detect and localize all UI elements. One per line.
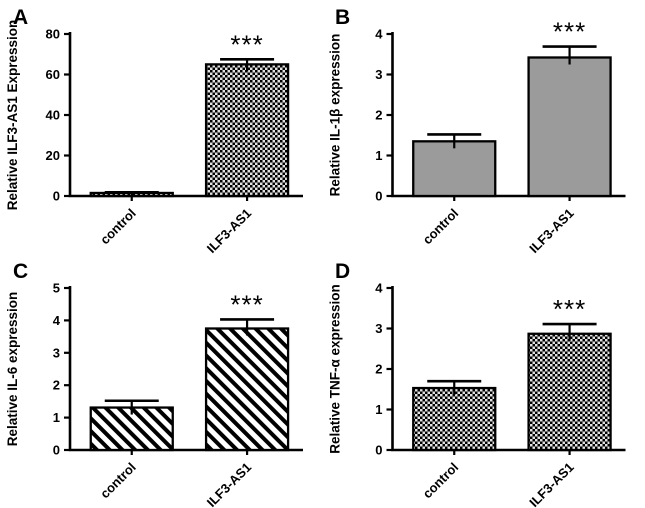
y-tick-label: 1 <box>375 148 382 163</box>
panel-d: D 0 1 2 3 4 Relative TNF-α expression control I… <box>322 254 645 508</box>
y-tick-label: 1 <box>375 402 382 417</box>
y-tick-label: 0 <box>53 443 60 458</box>
bar-chart-tnfa-expression: 0 1 2 3 4 Relative TNF-α expression control ILF… <box>328 281 626 508</box>
y-tick-label: 20 <box>46 148 60 163</box>
panel-d-letter: D <box>335 260 351 283</box>
bar-control <box>89 406 174 452</box>
panel-a: A 0 20 40 60 80 Relative ILF3-AS1 Expression c… <box>0 0 322 254</box>
y-tick-label: 2 <box>375 108 382 123</box>
y-axis-title: Relative IL-6 expression <box>5 292 20 447</box>
bar-control <box>412 386 497 452</box>
bar-ilf3-as1 <box>204 63 290 198</box>
y-tick-label: 40 <box>46 108 60 123</box>
y-tick-label: 5 <box>53 281 60 296</box>
y-tick-label: 80 <box>46 27 60 42</box>
y-tick-label: 0 <box>375 443 382 458</box>
bar-chart-il1b-expression: 0 1 2 3 4 Relative IL-1β expression control ILF… <box>328 17 626 254</box>
y-axis-title: Relative IL-1β expression <box>328 34 343 197</box>
x-category-label: control <box>97 206 139 248</box>
x-category-label: ILF3-AS1 <box>526 460 576 508</box>
x-category-label: control <box>97 460 139 502</box>
y-tick-label: 3 <box>53 345 60 360</box>
panel-a-letter: A <box>13 6 29 29</box>
significance-stars: *** <box>553 17 586 47</box>
bar-ilf3-as1 <box>204 327 290 452</box>
x-category-label: control <box>420 206 462 248</box>
y-tick-label: 1 <box>53 410 60 425</box>
y-tick-label: 3 <box>375 321 382 336</box>
y-tick-label: 60 <box>46 67 60 82</box>
bar-ilf3-as1 <box>527 56 612 198</box>
y-axis-title: Relative ILF3-AS1 Expression <box>5 20 20 211</box>
y-tick-label: 2 <box>375 362 382 377</box>
y-tick-label: 4 <box>53 313 61 328</box>
y-tick-label: 0 <box>53 189 60 204</box>
bar-chart-ilf3-as1-expression: 0 20 40 60 80 Relative ILF3-AS1 Expression con… <box>5 20 303 254</box>
y-tick-label: 4 <box>375 27 383 42</box>
x-category-label: ILF3-AS1 <box>526 206 576 254</box>
panel-b-letter: B <box>335 6 351 29</box>
y-axis-title: Relative TNF-α expression <box>328 284 343 454</box>
panel-b: B 0 1 2 3 4 Relative IL-1β expression control I… <box>322 0 645 254</box>
x-category-label: control <box>420 460 462 502</box>
panel-c-letter: C <box>13 260 29 283</box>
bar-control <box>412 140 497 198</box>
significance-stars: *** <box>230 29 263 59</box>
y-tick-label: 2 <box>53 378 60 393</box>
panel-c: C 0 1 2 3 4 5 Relative IL-6 expression control I… <box>0 254 322 508</box>
x-category-label: ILF3-AS1 <box>204 206 254 254</box>
bar-chart-il6-expression: 0 1 2 3 4 5 Relative IL-6 expression control ILF… <box>5 281 303 508</box>
y-tick-label: 4 <box>375 281 383 296</box>
y-tick-label: 3 <box>375 67 382 82</box>
x-category-label: ILF3-AS1 <box>204 460 254 508</box>
significance-stars: *** <box>553 294 586 324</box>
y-tick-label: 0 <box>375 189 382 204</box>
significance-stars: *** <box>230 289 263 319</box>
bar-ilf3-as1 <box>527 332 612 452</box>
